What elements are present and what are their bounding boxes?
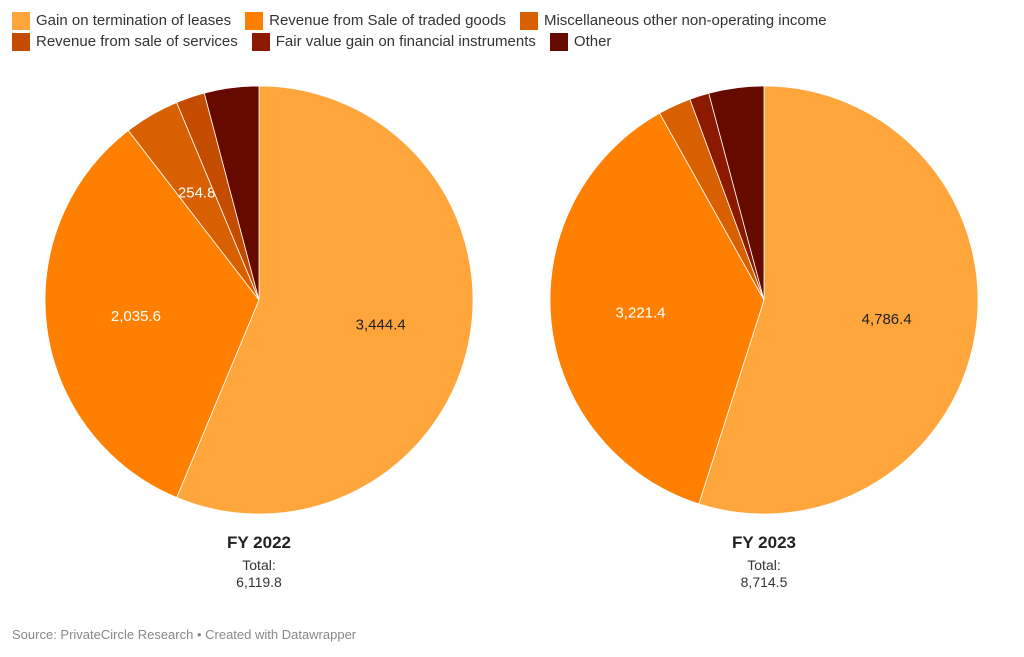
pie-slice (176, 85, 474, 515)
legend-item: Fair value gain on financial instruments (251, 32, 536, 51)
legend-label: Other (573, 33, 612, 50)
legend-swatch (12, 32, 30, 51)
pie-title: FY 2023 (732, 533, 796, 552)
total-label: Total: (242, 557, 275, 573)
legend-swatch (245, 11, 264, 30)
pie-slice (44, 129, 260, 499)
legend-swatch (519, 11, 538, 30)
legend-label: Gain on termination of leases (36, 12, 232, 29)
legend-item: Other (549, 32, 612, 51)
slice-label: 3,221.4 (615, 304, 665, 321)
pie-slice (549, 112, 765, 505)
total-value: 6,119.8 (236, 574, 282, 590)
legend-label: Fair value gain on financial instruments (275, 33, 536, 50)
total-value: 8,714.5 (741, 574, 788, 590)
legend-swatch (12, 11, 30, 30)
legend-item: Gain on termination of leases (12, 11, 232, 30)
slice-label: 3,444.4 (356, 316, 406, 333)
pie-title: FY 2022 (227, 533, 291, 552)
legend-item: Revenue from Sale of traded goods (245, 11, 506, 30)
total-label: Total: (747, 557, 780, 573)
legend-item: Revenue from sale of services (12, 32, 238, 51)
legend-label: Miscellaneous other non-operating income (543, 12, 827, 29)
legend-item: Miscellaneous other non-operating income (519, 11, 827, 30)
source-note: Source: PrivateCircle Research • Created… (12, 627, 357, 642)
slice-label: 254.8 (178, 185, 216, 202)
pie-slice (708, 85, 765, 301)
slice-label: 4,786.4 (862, 311, 912, 328)
legend-swatch (549, 32, 568, 51)
pie-slice (698, 85, 979, 515)
legend-label: Revenue from Sale of traded goods (269, 12, 506, 29)
pie-slice (203, 85, 260, 301)
legend-label: Revenue from sale of services (36, 33, 238, 50)
legend-swatch (251, 32, 270, 51)
slice-label: 2,035.6 (111, 308, 161, 325)
legend: Gain on termination of leases Revenue fro… (12, 10, 912, 52)
